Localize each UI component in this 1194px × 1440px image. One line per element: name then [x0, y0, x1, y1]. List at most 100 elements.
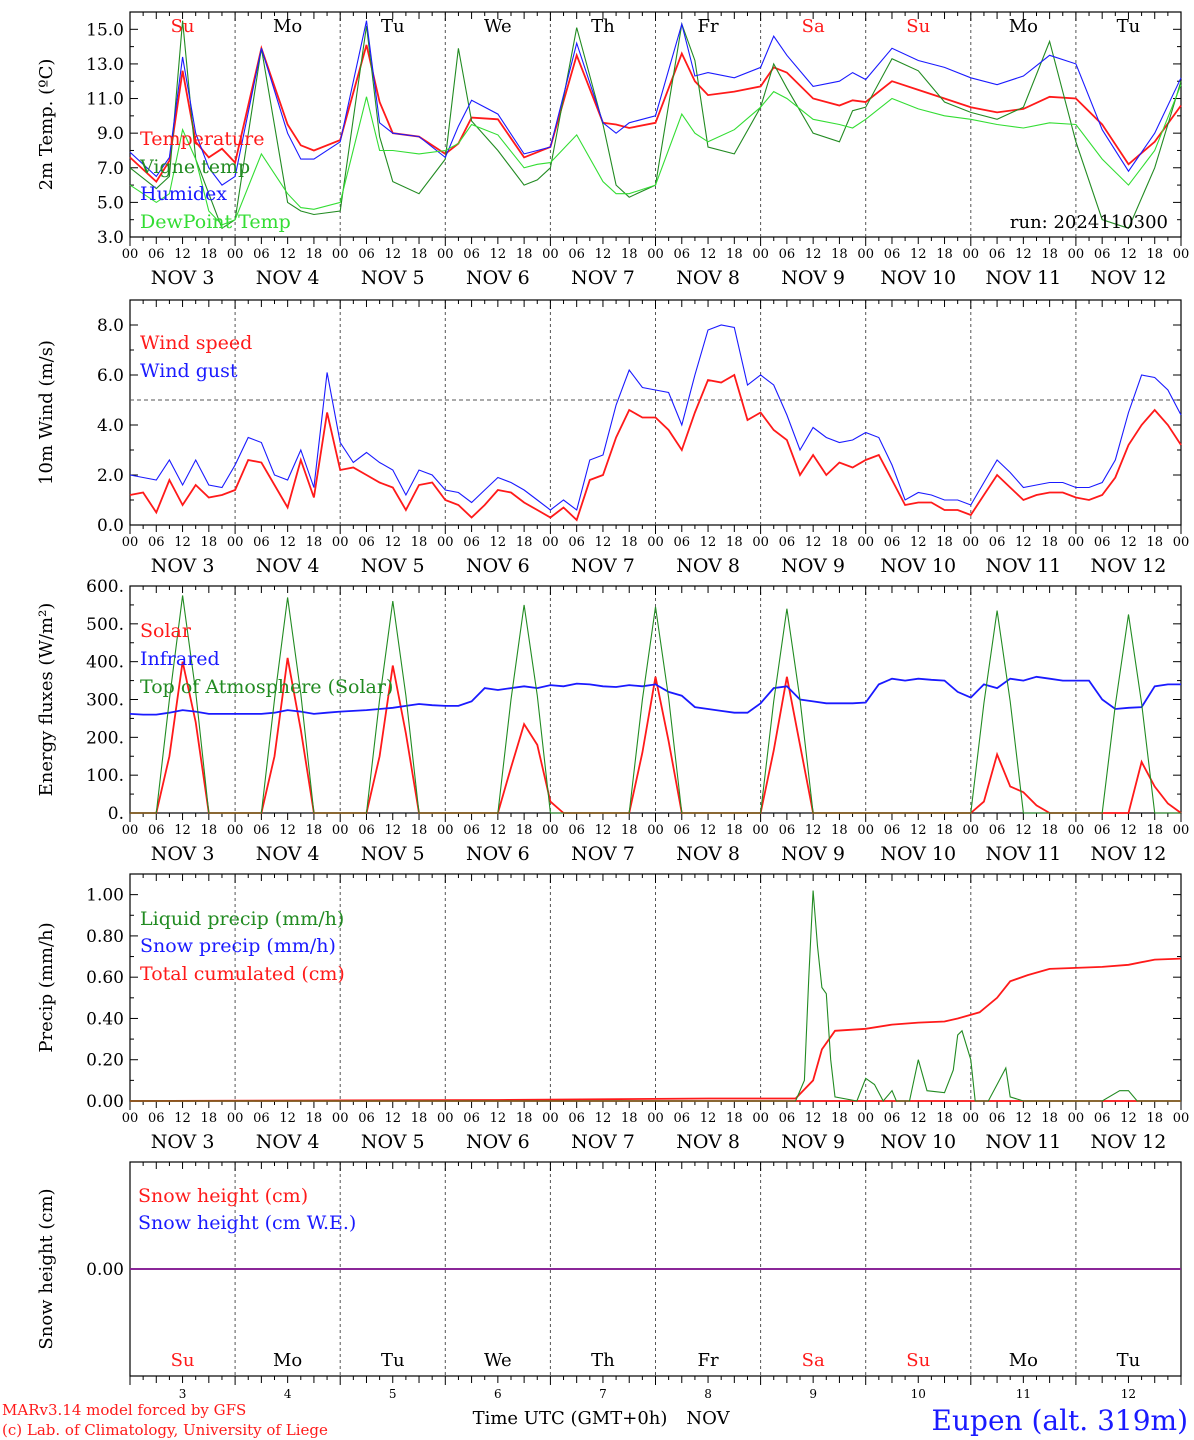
hour-label: 06	[779, 823, 796, 838]
hour-label: 00	[963, 247, 980, 262]
hour-label: 00	[752, 247, 769, 262]
hour-label: 18	[726, 247, 743, 262]
hour-label: 18	[201, 247, 218, 262]
hour-label: 18	[726, 1111, 743, 1126]
hour-label: 06	[884, 535, 901, 550]
date-label: NOV 3	[151, 555, 215, 577]
hour-label: 12	[595, 823, 612, 838]
hour-label: 12	[490, 1111, 507, 1126]
weekday-label: Th	[591, 16, 615, 37]
legend-entry: Humidex	[140, 183, 227, 205]
date-label: NOV 10	[880, 843, 956, 865]
hour-label: 06	[884, 1111, 901, 1126]
date-label: NOV 6	[466, 843, 530, 865]
date-label: NOV 5	[361, 267, 425, 289]
hour-label: 18	[516, 247, 533, 262]
hour-label: 12	[805, 535, 822, 550]
hour-label: 12	[1120, 1111, 1137, 1126]
hour-label: 12	[490, 247, 507, 262]
date-label: NOV 11	[985, 267, 1061, 289]
y-tick-label: 0.60	[86, 968, 124, 988]
hour-label: 06	[463, 1111, 480, 1126]
hour-label: 18	[1041, 535, 1058, 550]
hour-label: 06	[253, 823, 270, 838]
plot-frame	[129, 299, 1182, 526]
y-tick-label: 2.0	[97, 466, 124, 486]
hour-label: 06	[884, 823, 901, 838]
hour-label: 18	[306, 1111, 323, 1126]
hour-label: 06	[148, 535, 165, 550]
legend-entry: Top of Atmosphere (Solar)	[140, 676, 393, 698]
series-line-3	[130, 595, 1181, 814]
hour-label: 18	[411, 1111, 428, 1126]
hour-label: 00	[122, 1111, 139, 1126]
legend-entry: Temperature	[140, 128, 264, 150]
date-label: NOV 3	[151, 267, 215, 289]
hour-label: 00	[227, 535, 244, 550]
panel-2: 0.0 2.0 4.0 6.0 8.0 10m Wind (m/s) Wind speed W…	[36, 299, 1189, 577]
legend-entry: Infrared	[140, 648, 220, 670]
day-number-label: 3	[179, 1387, 187, 1401]
date-label: NOV 9	[781, 843, 845, 865]
hour-label: 12	[700, 1111, 717, 1126]
hour-label: 12	[1015, 823, 1032, 838]
day-number-label: 9	[809, 1387, 817, 1401]
hour-label: 18	[411, 247, 428, 262]
x-axis-month: NOV	[686, 1408, 730, 1429]
panels: 3.0 5.0 7.0 9.0 11.0 13.0 15.0 2m Temp. (ºC) Tem…	[36, 11, 1189, 1401]
hour-label: 06	[674, 247, 691, 262]
hour-label: 18	[621, 535, 638, 550]
series-line-2	[129, 324, 1182, 511]
hour-label: 06	[148, 823, 165, 838]
hour-label: 18	[1041, 247, 1058, 262]
hour-label: 18	[936, 1111, 953, 1126]
hour-label: 06	[674, 823, 691, 838]
y-tick-label: 0.00	[86, 1092, 124, 1112]
day-number-label: 8	[704, 1387, 712, 1401]
hour-label: 00	[542, 247, 559, 262]
hour-label: 18	[1146, 247, 1163, 262]
hour-label: 18	[201, 1111, 218, 1126]
y-tick-label: 9.0	[97, 124, 124, 144]
hour-label: 00	[647, 247, 664, 262]
hour-label: 18	[726, 823, 743, 838]
y-tick-label: 600.	[86, 577, 124, 597]
hour-label: 12	[1015, 1111, 1032, 1126]
hour-label: 06	[568, 535, 585, 550]
hour-label: 00	[227, 1111, 244, 1126]
hour-label: 12	[174, 1111, 191, 1126]
legend-entry: Total cumulated (cm)	[140, 963, 345, 985]
hour-label: 00	[857, 1111, 874, 1126]
hour-label: 06	[568, 247, 585, 262]
hour-label: 18	[516, 823, 533, 838]
hour-label: 18	[306, 247, 323, 262]
y-tick-label: 100.	[86, 766, 124, 786]
hour-label: 06	[463, 535, 480, 550]
y-tick-label: 8.0	[97, 316, 124, 336]
date-label: NOV 7	[571, 843, 635, 865]
hour-label: 12	[384, 247, 401, 262]
y-tick-label: 15.0	[86, 20, 124, 40]
date-label: NOV 6	[466, 555, 530, 577]
date-label: NOV 3	[151, 1131, 215, 1153]
date-label: NOV 12	[1091, 267, 1167, 289]
hour-label: 00	[647, 1111, 664, 1126]
hour-label: 12	[490, 535, 507, 550]
panel-5: 0.00 Snow height (cm) Snow height (cm) Snow…	[36, 1161, 1182, 1401]
date-label: NOV 6	[466, 1131, 530, 1153]
y-tick-label: 200.	[86, 728, 124, 748]
legend-entry: DewPoint Temp	[140, 211, 291, 233]
day-number-label: 12	[1121, 1387, 1136, 1401]
date-label: NOV 5	[361, 1131, 425, 1153]
hour-label: 00	[752, 823, 769, 838]
date-label: NOV 4	[256, 1131, 320, 1153]
date-label: NOV 10	[880, 555, 956, 577]
hour-label: 12	[595, 1111, 612, 1126]
footer-model: MARv3.14 model forced by GFS	[2, 1401, 246, 1419]
legend-entry: Liquid precip (mm/h)	[140, 908, 344, 930]
hour-label: 06	[674, 535, 691, 550]
weekday-label: Tu	[381, 16, 405, 37]
hour-label: 06	[1094, 535, 1111, 550]
hour-label: 12	[174, 535, 191, 550]
hour-label: 06	[148, 1111, 165, 1126]
